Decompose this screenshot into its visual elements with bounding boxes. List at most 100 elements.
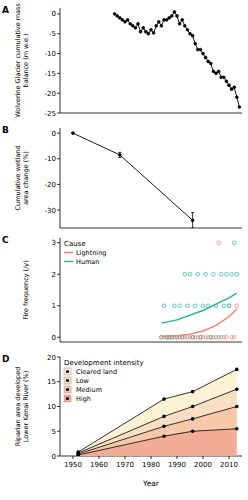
x-tick-label: 2010 xyxy=(220,461,238,469)
data-point xyxy=(232,335,236,339)
area-point xyxy=(162,425,166,429)
data-point xyxy=(227,304,231,308)
y-tick xyxy=(57,431,60,432)
y-tick-label: 0 xyxy=(52,10,56,18)
area-point xyxy=(162,415,166,419)
error-bar xyxy=(192,213,193,228)
x-tick-label: 1960 xyxy=(90,461,108,469)
plot-area xyxy=(160,241,239,339)
data-point xyxy=(235,304,239,308)
y-tick xyxy=(57,133,60,134)
legend: CauseLightningHuman xyxy=(64,240,106,266)
area-boundary xyxy=(78,429,237,455)
data-point xyxy=(157,20,160,23)
data-point xyxy=(235,96,238,99)
data-point xyxy=(235,272,239,276)
y-tick-label: -20 xyxy=(45,181,56,189)
legend-marker xyxy=(66,370,69,373)
x-axis-label: Year xyxy=(142,479,160,488)
data-point xyxy=(142,26,145,29)
data-point xyxy=(196,272,200,276)
y-axis-label: balance (m w.e.) xyxy=(22,34,30,88)
legend-swatch xyxy=(64,395,71,402)
data-point xyxy=(209,62,212,65)
data-point xyxy=(215,72,218,75)
y-tick xyxy=(57,305,60,306)
plot-area xyxy=(76,368,238,456)
data-point xyxy=(173,304,177,308)
data-point xyxy=(227,304,231,308)
x-tick xyxy=(73,456,74,459)
data-point xyxy=(228,84,231,87)
legend-marker xyxy=(66,379,69,382)
area-point xyxy=(235,368,239,372)
legend-swatch xyxy=(64,377,71,384)
legend-title: Cause xyxy=(64,240,86,248)
data-point xyxy=(188,272,192,276)
area-boundary xyxy=(78,389,237,453)
area-point xyxy=(191,429,195,433)
y-tick-label: 15 xyxy=(47,378,56,386)
y-tick xyxy=(57,406,60,407)
series-line xyxy=(115,12,240,107)
panel-label: B xyxy=(2,125,9,135)
y-axis xyxy=(60,8,61,113)
data-point xyxy=(191,335,195,339)
data-point xyxy=(189,32,192,35)
x-tick xyxy=(203,456,204,459)
data-point xyxy=(207,60,210,63)
area-point xyxy=(191,405,195,409)
y-tick-label: 2 xyxy=(52,271,56,279)
x-tick xyxy=(151,456,152,459)
data-point xyxy=(118,154,121,157)
error-bar xyxy=(119,152,120,157)
data-point xyxy=(222,76,225,79)
x-tick-label: 1950 xyxy=(64,461,82,469)
legend-swatch xyxy=(64,386,71,393)
y-tick xyxy=(57,456,60,457)
series-line xyxy=(161,293,236,323)
x-tick-label: 1970 xyxy=(116,461,134,469)
data-point xyxy=(181,18,184,21)
y-tick xyxy=(57,210,60,211)
data-point xyxy=(222,304,226,308)
y-axis-label: Wolverine Glacier cumulative mass xyxy=(14,3,22,118)
x-axis xyxy=(60,113,242,114)
panel-0: AWolverine Glacier cumulative massbalanc… xyxy=(2,3,242,118)
x-axis xyxy=(60,228,242,229)
y-axis-label: Cumulative wetland xyxy=(14,145,22,210)
data-point xyxy=(178,22,181,25)
x-tick xyxy=(229,456,230,459)
area-point xyxy=(235,427,239,431)
data-point xyxy=(147,32,150,35)
y-axis-label: area change (%) xyxy=(22,151,30,205)
data-point xyxy=(199,48,202,51)
data-point xyxy=(193,304,197,308)
figure: AWolverine Glacier cumulative massbalanc… xyxy=(0,0,248,500)
data-point xyxy=(131,24,134,27)
y-tick xyxy=(57,184,60,185)
data-point xyxy=(155,24,158,27)
data-point xyxy=(124,20,127,23)
legend-marker xyxy=(66,397,69,400)
x-tick-label: 1990 xyxy=(168,461,186,469)
y-tick-label: -15 xyxy=(45,70,56,78)
data-point xyxy=(126,18,129,21)
data-point xyxy=(137,22,140,25)
data-point xyxy=(168,17,171,20)
y-tick-label: -25 xyxy=(45,110,56,118)
y-axis-label: Lower Kenai River (%) xyxy=(22,371,30,443)
data-point xyxy=(217,241,221,245)
y-tick xyxy=(57,158,60,159)
data-point xyxy=(202,52,205,55)
x-tick-label: 1980 xyxy=(142,461,160,469)
panel-label: C xyxy=(2,235,9,245)
data-point xyxy=(230,272,234,276)
data-point xyxy=(113,13,116,16)
data-point xyxy=(165,18,168,21)
data-point xyxy=(217,70,220,73)
x-tick-label: 2000 xyxy=(194,461,212,469)
y-tick xyxy=(57,274,60,275)
y-tick xyxy=(57,337,60,338)
data-point xyxy=(176,15,179,18)
